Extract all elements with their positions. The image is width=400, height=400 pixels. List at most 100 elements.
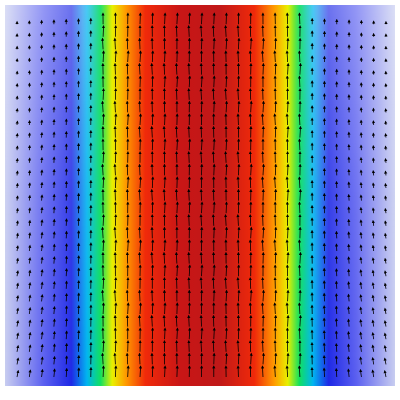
arrow [125,163,129,176]
arrow [174,125,179,138]
arrow [101,340,106,352]
arrow [261,37,266,50]
arrow [40,356,44,365]
arrow [199,88,203,100]
arrow [40,219,44,226]
arrow [285,113,289,126]
arrow [187,251,191,264]
arrow [163,365,167,378]
arrow [15,207,19,214]
arrow [163,138,167,151]
arrow [346,355,351,365]
arrow [137,62,142,75]
arrow [236,88,240,100]
arrow [371,344,375,352]
arrow [138,314,142,327]
arrow [113,37,117,50]
arrow [113,289,117,302]
arrow [28,319,32,327]
arrow [224,100,229,113]
arrow [261,289,266,302]
arrow [334,342,339,352]
arrow [286,62,290,75]
arrow [113,352,117,365]
arrow [261,352,266,365]
arrow [15,282,20,289]
arrow [384,145,388,151]
arrow [200,201,204,214]
arrow [297,302,302,315]
arrow [371,182,376,189]
arrow [28,232,32,239]
arrow [16,307,20,315]
arrow [40,256,44,264]
arrow [334,355,338,365]
arrow [383,270,388,277]
arrow [28,344,32,352]
arrow [260,113,265,126]
arrow [274,62,278,75]
arrow [52,268,56,277]
arrow [137,188,142,201]
arrow [383,369,387,378]
arrow [138,365,143,378]
arrow [162,188,166,201]
arrow [248,176,252,189]
arrow [137,251,142,264]
arrow [125,352,129,365]
arrow [125,289,129,302]
arrow [384,170,388,176]
arrow [163,201,167,214]
arrow [359,356,363,365]
arrow [52,281,56,289]
arrow [64,355,69,365]
arrow [101,277,106,289]
arrow [224,289,229,302]
arrow [188,201,192,214]
arrow [273,239,277,252]
arrow [162,251,166,264]
arrow [347,343,351,352]
arrow [138,302,143,315]
arrow [359,319,363,327]
arrow [126,176,130,189]
arrow [359,219,363,226]
arrow [125,226,129,239]
arrow [40,281,44,289]
arrow [371,269,375,277]
arrow [224,340,228,352]
arrow [28,244,32,252]
arrow [211,151,215,163]
arrow [101,289,105,302]
arrow [260,365,265,378]
arrow [151,239,155,252]
arrow [15,257,20,264]
arrow [101,352,105,365]
arrow [298,125,302,138]
arrow [285,302,289,315]
arrow [285,50,289,63]
arrow [383,232,388,239]
arrow [200,264,204,277]
arrow [15,232,19,239]
arrow [371,294,375,302]
arrow [274,226,278,239]
arrow [101,163,105,176]
arrow [52,318,56,327]
arrow [298,251,302,264]
arrow [138,239,143,252]
arrow [236,25,240,37]
arrow [359,206,363,214]
arrow [359,331,363,340]
arrow [40,318,44,327]
arrow [150,251,154,264]
arrow [359,306,363,315]
arrow [384,195,388,201]
arrow [211,277,215,289]
arrow [28,356,32,365]
arrow [260,176,265,189]
arrow [371,169,376,176]
arrow [150,62,154,75]
arrow [28,219,32,226]
